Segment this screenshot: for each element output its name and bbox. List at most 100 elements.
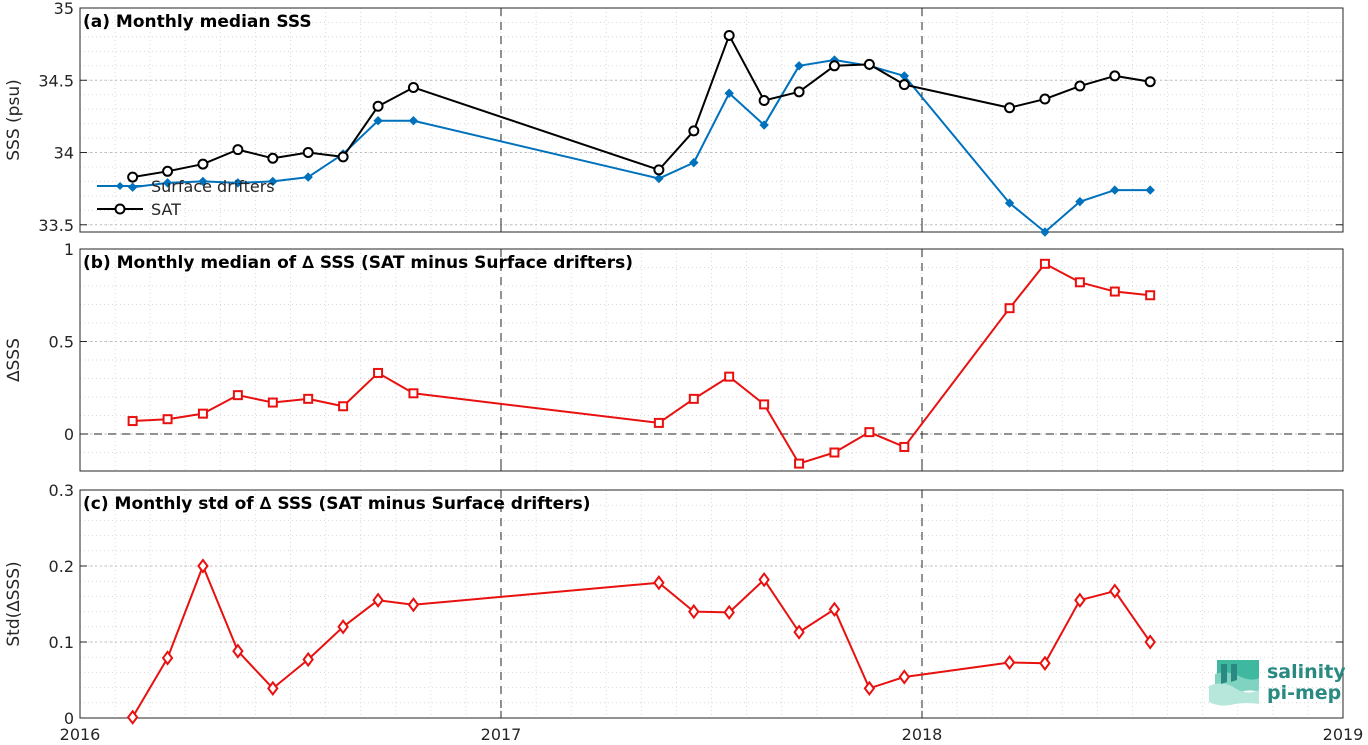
data-point xyxy=(1145,185,1155,195)
data-point xyxy=(1004,303,1015,314)
y-tick-label: 0.3 xyxy=(49,481,74,500)
y-tick-label: 0.5 xyxy=(49,333,74,352)
y-tick-label: 34.5 xyxy=(38,71,74,90)
data-point xyxy=(302,651,314,668)
data-point xyxy=(337,619,349,635)
series-line xyxy=(132,262,1151,465)
data-point xyxy=(408,116,419,126)
data-point xyxy=(373,116,383,126)
data-point xyxy=(1109,583,1121,599)
y-tick-label: 1 xyxy=(64,240,74,259)
data-point xyxy=(794,458,805,469)
data-point xyxy=(1003,654,1016,671)
x-axis-ticks: 2016 2017 2018 2019 xyxy=(60,725,1364,744)
legend: Surface drifters SAT xyxy=(97,177,275,219)
data-point xyxy=(1004,102,1016,114)
data-point xyxy=(1039,93,1051,105)
data-point xyxy=(688,125,700,137)
salinity-pi-mep-logo: salinity pi-mep xyxy=(1209,660,1346,706)
data-point xyxy=(1109,286,1120,297)
y-axis-label: ∆SSS xyxy=(4,338,24,383)
data-point xyxy=(372,100,384,112)
data-point xyxy=(126,709,139,725)
data-point xyxy=(303,393,314,404)
data-point xyxy=(127,416,138,427)
data-point xyxy=(1039,655,1051,671)
data-point xyxy=(267,152,279,164)
x-tick-label: 2017 xyxy=(481,725,522,744)
data-point xyxy=(899,441,910,452)
data-point xyxy=(198,176,208,187)
data-point xyxy=(863,680,876,697)
legend-marker xyxy=(116,182,124,190)
series-line-0 xyxy=(126,558,1156,725)
series-line xyxy=(131,565,1152,718)
data-point xyxy=(828,60,840,72)
data-point xyxy=(723,29,735,41)
series-sat xyxy=(127,29,1156,183)
axes-box xyxy=(79,489,1344,719)
data-point xyxy=(759,399,770,410)
data-point xyxy=(793,624,805,640)
legend-marker xyxy=(114,203,126,215)
data-point xyxy=(232,643,244,659)
data-point xyxy=(898,669,911,685)
y-axis-label: Std(∆SSS) xyxy=(4,561,24,646)
data-point xyxy=(724,371,735,382)
data-point xyxy=(162,414,173,425)
panel-title: (b) Monthly median of ∆ SSS (SAT minus S… xyxy=(83,253,633,273)
data-point xyxy=(373,367,384,378)
data-point xyxy=(653,164,665,176)
y-axis-label: SSS (psu) xyxy=(4,79,24,160)
y-tick-label: 0 xyxy=(64,425,74,444)
chart-panels: 33.5 34 34.5 35 SSS (psu) (a) Monthly median … xyxy=(4,0,1344,728)
data-point xyxy=(268,176,278,187)
axes-box xyxy=(79,7,1344,233)
data-point xyxy=(1074,80,1086,92)
y-tick-label: 34 xyxy=(54,144,74,163)
panel-a: 33.5 34 34.5 35 SSS (psu) (a) Monthly median … xyxy=(4,0,1344,237)
data-point xyxy=(407,81,419,93)
data-point xyxy=(1144,634,1156,650)
data-point xyxy=(372,592,384,608)
data-point xyxy=(127,171,139,183)
data-point xyxy=(1004,198,1015,208)
data-point xyxy=(1109,70,1121,82)
plot-area xyxy=(80,490,1343,718)
data-point xyxy=(408,388,419,399)
data-point xyxy=(302,147,314,159)
data-point xyxy=(267,397,278,408)
data-point xyxy=(653,417,664,428)
panel-c: 0 0.1 0.2 0.3 Std(∆SSS) (c) Monthly std of ∆ … xyxy=(4,481,1344,728)
logo-line2: pi-mep xyxy=(1267,682,1341,704)
data-point xyxy=(898,79,910,91)
data-point xyxy=(1074,592,1086,608)
data-point xyxy=(1144,76,1156,88)
y-tick-label: 35 xyxy=(54,0,74,18)
series-line-0 xyxy=(127,258,1156,469)
data-point xyxy=(653,575,665,591)
axes-box xyxy=(79,248,1344,472)
data-point xyxy=(1145,290,1156,301)
y-tick-label: 0 xyxy=(64,709,74,728)
data-point xyxy=(1110,185,1120,195)
data-point xyxy=(654,173,664,184)
y-tick-label: 33.5 xyxy=(38,216,74,235)
data-point xyxy=(1074,277,1085,288)
data-point xyxy=(759,120,769,130)
x-tick-label: 2016 xyxy=(60,725,101,744)
data-point xyxy=(793,86,805,98)
panel-title: (c) Monthly std of ∆ SSS (SAT minus Surf… xyxy=(83,494,590,514)
data-point xyxy=(197,158,209,170)
legend-label: Surface drifters xyxy=(151,177,275,196)
data-point xyxy=(1040,227,1050,237)
data-point xyxy=(197,408,208,419)
data-point xyxy=(161,650,174,666)
data-point xyxy=(162,178,173,188)
data-point xyxy=(688,603,700,620)
legend-label: SAT xyxy=(151,200,181,219)
data-point xyxy=(828,601,841,617)
data-point xyxy=(724,88,734,98)
data-point xyxy=(233,178,243,188)
